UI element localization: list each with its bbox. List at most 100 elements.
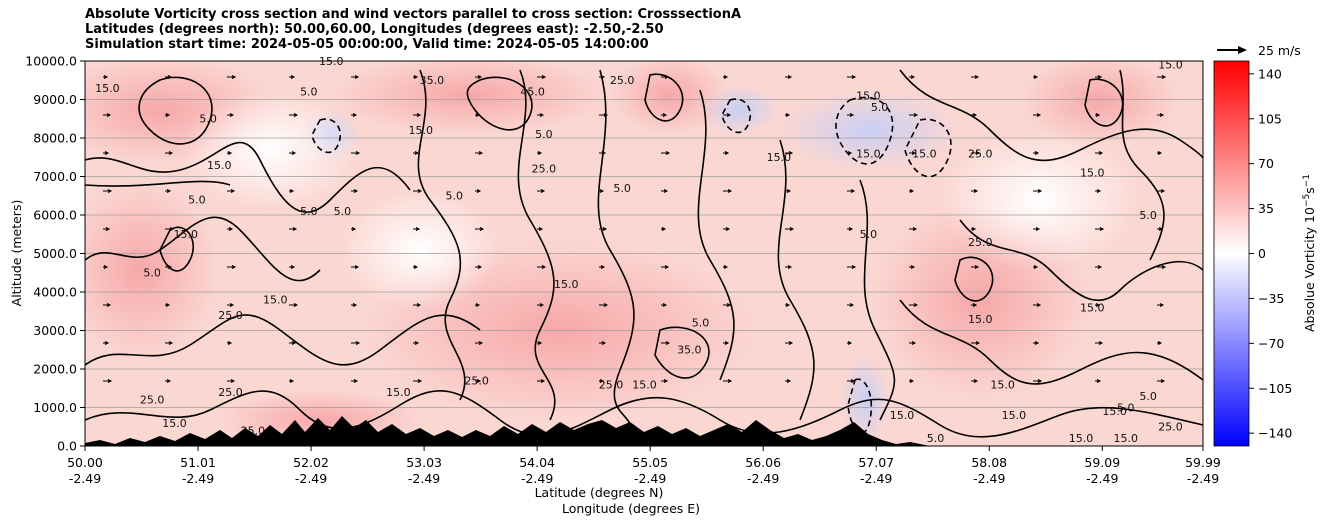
wind-vector-arrow [1157, 189, 1166, 193]
wind-vector-arrow [661, 303, 668, 307]
field-blob [940, 130, 1140, 270]
wind-vector-arrow [785, 151, 794, 155]
contour-line [1084, 78, 1124, 127]
contour-label: 5.0 [300, 205, 318, 218]
wind-vector-arrow [475, 341, 484, 345]
y-tick-label: 3000.0 [33, 323, 77, 338]
wind-vector-arrow [413, 151, 420, 155]
colorbar-tick-label: 70 [1258, 156, 1274, 171]
contour-label: 15.0 [1002, 409, 1027, 422]
x-tick-label-lon: -2.49 [973, 471, 1005, 486]
colorbar-gradient [1213, 60, 1250, 447]
x-tick-label-lon: -2.49 [521, 471, 553, 486]
wind-vectors [103, 75, 1167, 383]
contour-line [899, 69, 1203, 162]
contour-label: 15.0 [767, 151, 792, 164]
x-axis-label-longitude: Longitude (degrees E) [562, 501, 700, 516]
wind-vector-arrow [661, 227, 667, 231]
x-tick-label-lat: 53.03 [406, 455, 442, 470]
wind-vector-arrow [103, 113, 112, 117]
x-tick-label-lon: -2.49 [408, 471, 440, 486]
wind-vector-arrow [1033, 227, 1041, 231]
vorticity-field [85, 61, 1180, 446]
wind-vector-arrow [971, 189, 979, 193]
wind-vector-arrow [413, 227, 421, 231]
contour-label: 5.0 [199, 113, 217, 126]
wind-vector-arrow [909, 265, 916, 269]
chart-title: Absolute Vorticity cross section and win… [85, 7, 741, 52]
colorbar-tick-label: −140 [1258, 426, 1292, 441]
wind-vector-arrow [351, 303, 358, 307]
wind-vector-arrow [785, 189, 792, 193]
wind-vector-arrow [1033, 379, 1043, 383]
x-tick-label-lon: -2.49 [182, 471, 214, 486]
wind-vector-arrow [847, 341, 853, 345]
contour-label: 35.0 [677, 344, 702, 357]
wind-vector-arrow [599, 75, 606, 79]
x-tick-label-lon: -2.49 [1086, 471, 1118, 486]
wind-vector-arrow [289, 227, 298, 231]
wind-vector-arrow [351, 189, 359, 193]
contour-line [85, 216, 321, 282]
contour-line [466, 76, 533, 131]
y-axis-label: Altitude (meters) [9, 200, 24, 307]
contour-line [777, 139, 815, 421]
colorbar-label-units-exponent: −1 [1302, 174, 1312, 187]
contour-label: 15.0 [554, 278, 579, 291]
contour-label: 25.0 [532, 163, 557, 176]
wind-vector-arrow [723, 75, 729, 79]
wind-vector-arrow [599, 379, 605, 383]
field-blob [330, 61, 610, 135]
wind-vector-arrow [351, 151, 361, 155]
wind-vector-arrow [909, 341, 917, 345]
wind-vector-arrow [1033, 113, 1042, 117]
x-axis-label-latitude: Latitude (degrees N) [535, 485, 664, 500]
contour-label: 5.0 [860, 228, 878, 241]
wind-vector-arrow [1157, 227, 1164, 231]
wind-vector-arrow [537, 113, 545, 117]
wind-vector-arrow [289, 189, 295, 193]
y-tick-label: 2000.0 [33, 362, 77, 377]
colorbar-label-text: Absolue Vorticity 10 [1302, 207, 1317, 332]
wind-vector-arrow [599, 113, 609, 117]
colorbar-label-units: s [1302, 187, 1317, 194]
contour-label: 15.0 [207, 159, 232, 172]
wind-vector-arrow [537, 151, 543, 155]
contour-line [597, 69, 635, 441]
wind-vector-arrow [661, 341, 671, 345]
contour-line [138, 76, 213, 145]
wind-vector-arrow [661, 113, 668, 117]
wind-vector-arrow [971, 227, 977, 231]
contour-line [899, 299, 1203, 385]
wind-vector-arrow [723, 341, 730, 345]
contour-label: 15.0 [632, 378, 657, 391]
wind-vector-arrow [847, 379, 856, 383]
contour-label: 15.0 [1080, 301, 1105, 314]
contour-label: 15.0 [968, 313, 993, 326]
wind-vector-arrow [723, 303, 732, 307]
wind-vector-arrow [103, 265, 109, 269]
x-tick-label-lon: -2.49 [860, 471, 892, 486]
field-blob [610, 61, 730, 135]
wind-vector-arrow [971, 303, 978, 307]
contour-label: 15.0 [912, 147, 937, 160]
wind-vector-arrow [971, 75, 980, 79]
wind-vector-arrow [165, 227, 175, 231]
colorbar: 140 105 70 35 0 −35 −70 −105 −140 Absolue Vortic… [1213, 60, 1317, 447]
contour-label: 35.0 [420, 74, 445, 87]
y-axis: 0.0 1000.0 2000.0 3000.0 4000.0 5000.0 6000.0 7… [25, 54, 85, 454]
wind-vector-arrow [723, 379, 733, 383]
field-blob [180, 90, 360, 210]
wind-vector-arrow [413, 303, 422, 307]
wind-vector-arrow [1157, 341, 1163, 345]
contour-line [85, 180, 231, 187]
negative-contour-line [847, 378, 873, 434]
wind-vector-arrow [537, 189, 546, 193]
wind-vector-arrow [847, 189, 856, 193]
contour-label: 5.0 [927, 432, 945, 445]
contour-label: 25.0 [968, 147, 993, 160]
wind-vector-arrow [227, 265, 237, 269]
contour-label: 5.0 [535, 128, 553, 141]
wind-vector-arrow [475, 265, 483, 269]
contour-label: 5.0 [300, 86, 318, 99]
